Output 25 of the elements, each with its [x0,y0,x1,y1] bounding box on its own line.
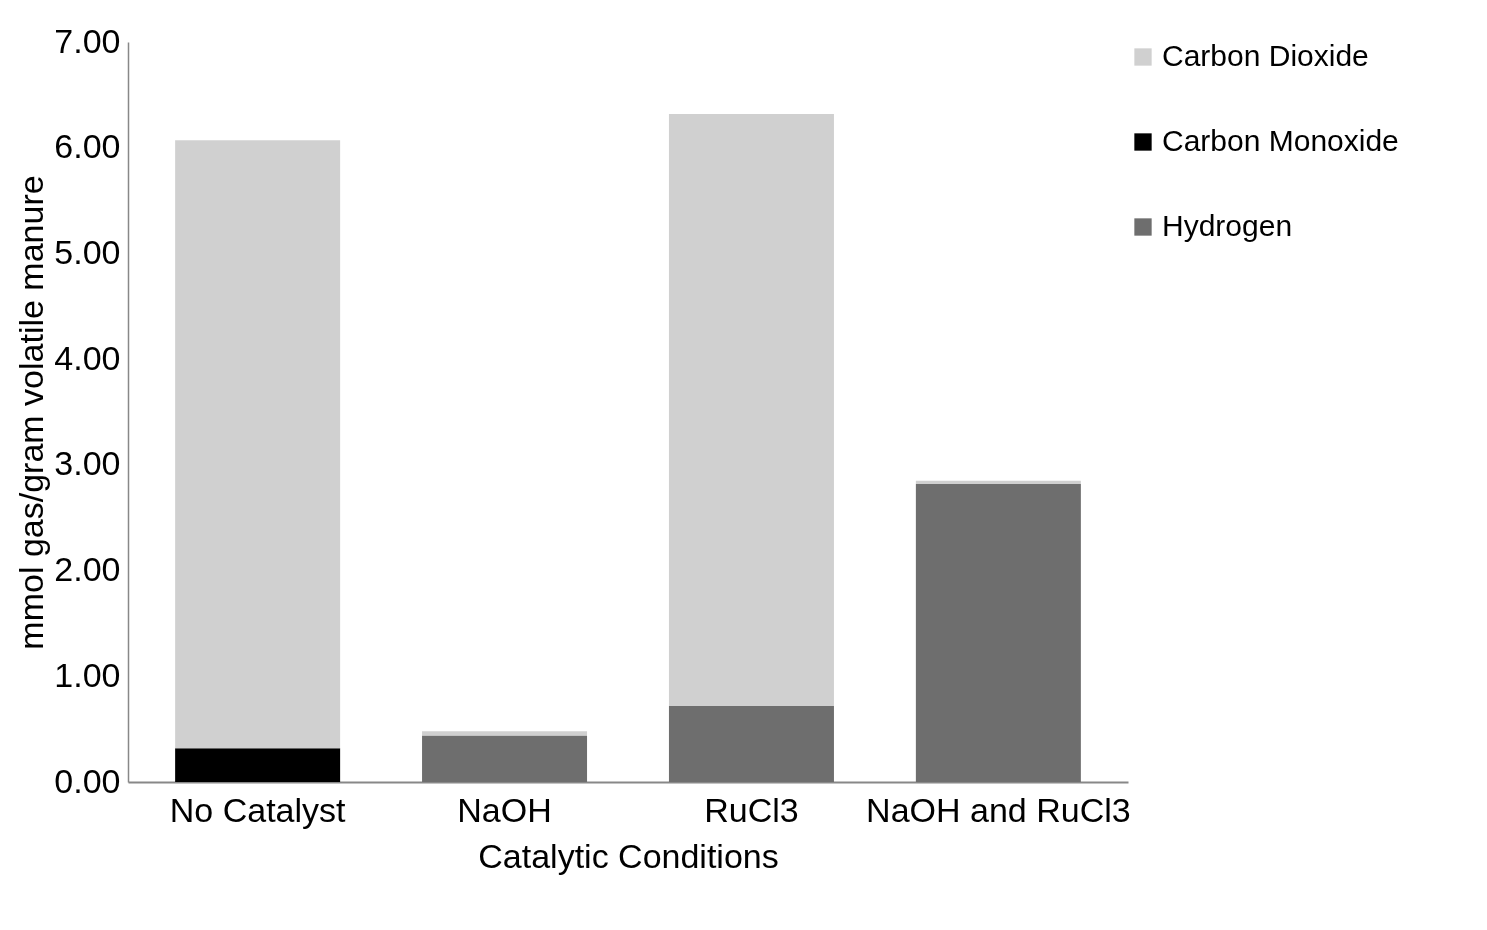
y-tick-label: 4.00 [54,338,121,377]
bar [668,705,834,782]
bar [915,483,1081,782]
y-tick-label: 2.00 [54,550,121,589]
x-tick-label: RuCl3 [704,790,799,829]
y-tick-label: 1.00 [54,655,121,694]
y-tick-label: 0.00 [54,761,121,800]
legend-label: Carbon Dioxide [1162,39,1369,72]
x-tick-label: NaOH [457,790,552,829]
y-tick-label: 5.00 [54,232,121,271]
y-tick-label: 3.00 [54,444,121,483]
x-tick-label: No Catalyst [169,790,347,829]
bar [422,735,588,782]
y-tick-label: 7.00 [54,21,121,60]
bar [175,140,341,749]
bar [422,731,588,736]
x-axis-title: Catalytic Conditions [478,836,779,875]
bar [915,480,1081,484]
x-tick-label: NaOH and RuCl3 [866,790,1131,829]
y-axis-title: mmol gas/gram volatile manure [12,175,51,650]
legend-label: Carbon Monoxide [1162,124,1399,157]
bar [175,748,341,782]
legend-label: Hydrogen [1162,209,1293,242]
y-tick-label: 6.00 [54,127,121,166]
bar [668,113,834,706]
